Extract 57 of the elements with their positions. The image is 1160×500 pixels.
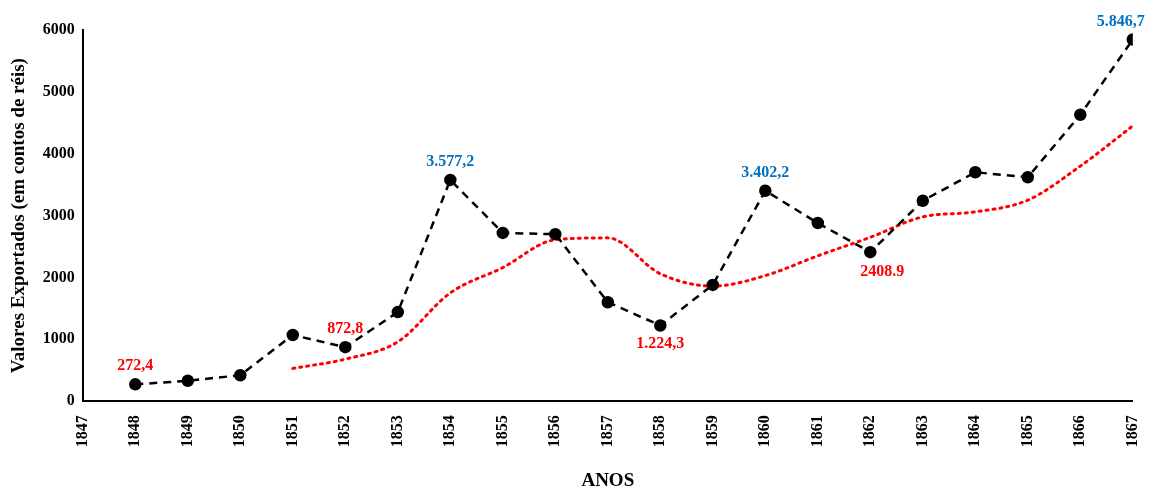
annotation: 2408.9 [860, 262, 905, 280]
x-tick-label: 1848 [125, 415, 143, 448]
point [706, 278, 720, 292]
x-tick-label: 1862 [860, 415, 878, 448]
x-tick-label: 1866 [1070, 415, 1088, 448]
point [1074, 108, 1087, 122]
x-tick-label: 1867 [1122, 415, 1140, 448]
x-tick-label: 1852 [335, 415, 353, 448]
data-label: 272,4 [117, 356, 154, 374]
point [969, 166, 982, 179]
y-tick-label: 4000 [42, 143, 75, 161]
y-tick-label: 1000 [42, 329, 75, 347]
x-tick-label: 1857 [597, 415, 615, 448]
x-tick-label: 1864 [965, 415, 983, 448]
y-axis-title: Valores Exportados (em contos de réis) [7, 58, 30, 374]
point [916, 194, 930, 207]
point [654, 319, 667, 332]
y-tick-label: 0 [66, 391, 75, 409]
y-tick-label: 3000 [42, 205, 75, 223]
y-tick-label: 6000 [42, 20, 75, 38]
x-tick-label: 1853 [387, 415, 405, 448]
x-tick-label: 1856 [545, 415, 563, 448]
data-label: 3.577,2 [426, 152, 475, 170]
point [496, 226, 510, 240]
point [286, 328, 300, 342]
x-tick-label: 1859 [702, 415, 720, 448]
x-tick-label: 1849 [177, 415, 195, 448]
point [759, 184, 772, 197]
data-label: 3.402,2 [741, 162, 790, 180]
x-tick-label: 1851 [282, 415, 300, 448]
data-label: 872,8 [327, 319, 364, 337]
point [234, 368, 247, 382]
point [1021, 170, 1035, 184]
data-label: 1.224,3 [636, 333, 685, 351]
point [444, 173, 457, 187]
point [129, 378, 142, 391]
point [601, 295, 615, 309]
point [181, 374, 195, 388]
y-tick-label: 5000 [42, 82, 75, 100]
data-label: 5.846,7 [1096, 11, 1145, 29]
x-tick-label: 1861 [807, 415, 825, 448]
y-tick-label: 2000 [42, 267, 75, 285]
x-axis-title: ANOS [581, 468, 635, 490]
point [549, 227, 562, 241]
point [339, 340, 352, 354]
point [811, 216, 825, 230]
x-tick-label: 1858 [650, 415, 668, 448]
x-tick-label: 1863 [912, 415, 930, 448]
point [864, 245, 877, 259]
line-series [291, 124, 1133, 370]
x-tick-label: 1850 [230, 415, 248, 448]
x-tick-label: 1847 [72, 415, 90, 448]
x-tick-label: 1855 [492, 415, 510, 448]
x-tick-label: 1860 [755, 415, 773, 448]
x-tick-label: 1854 [440, 415, 458, 448]
point [391, 305, 405, 319]
x-tick-label: 1865 [1017, 415, 1035, 448]
